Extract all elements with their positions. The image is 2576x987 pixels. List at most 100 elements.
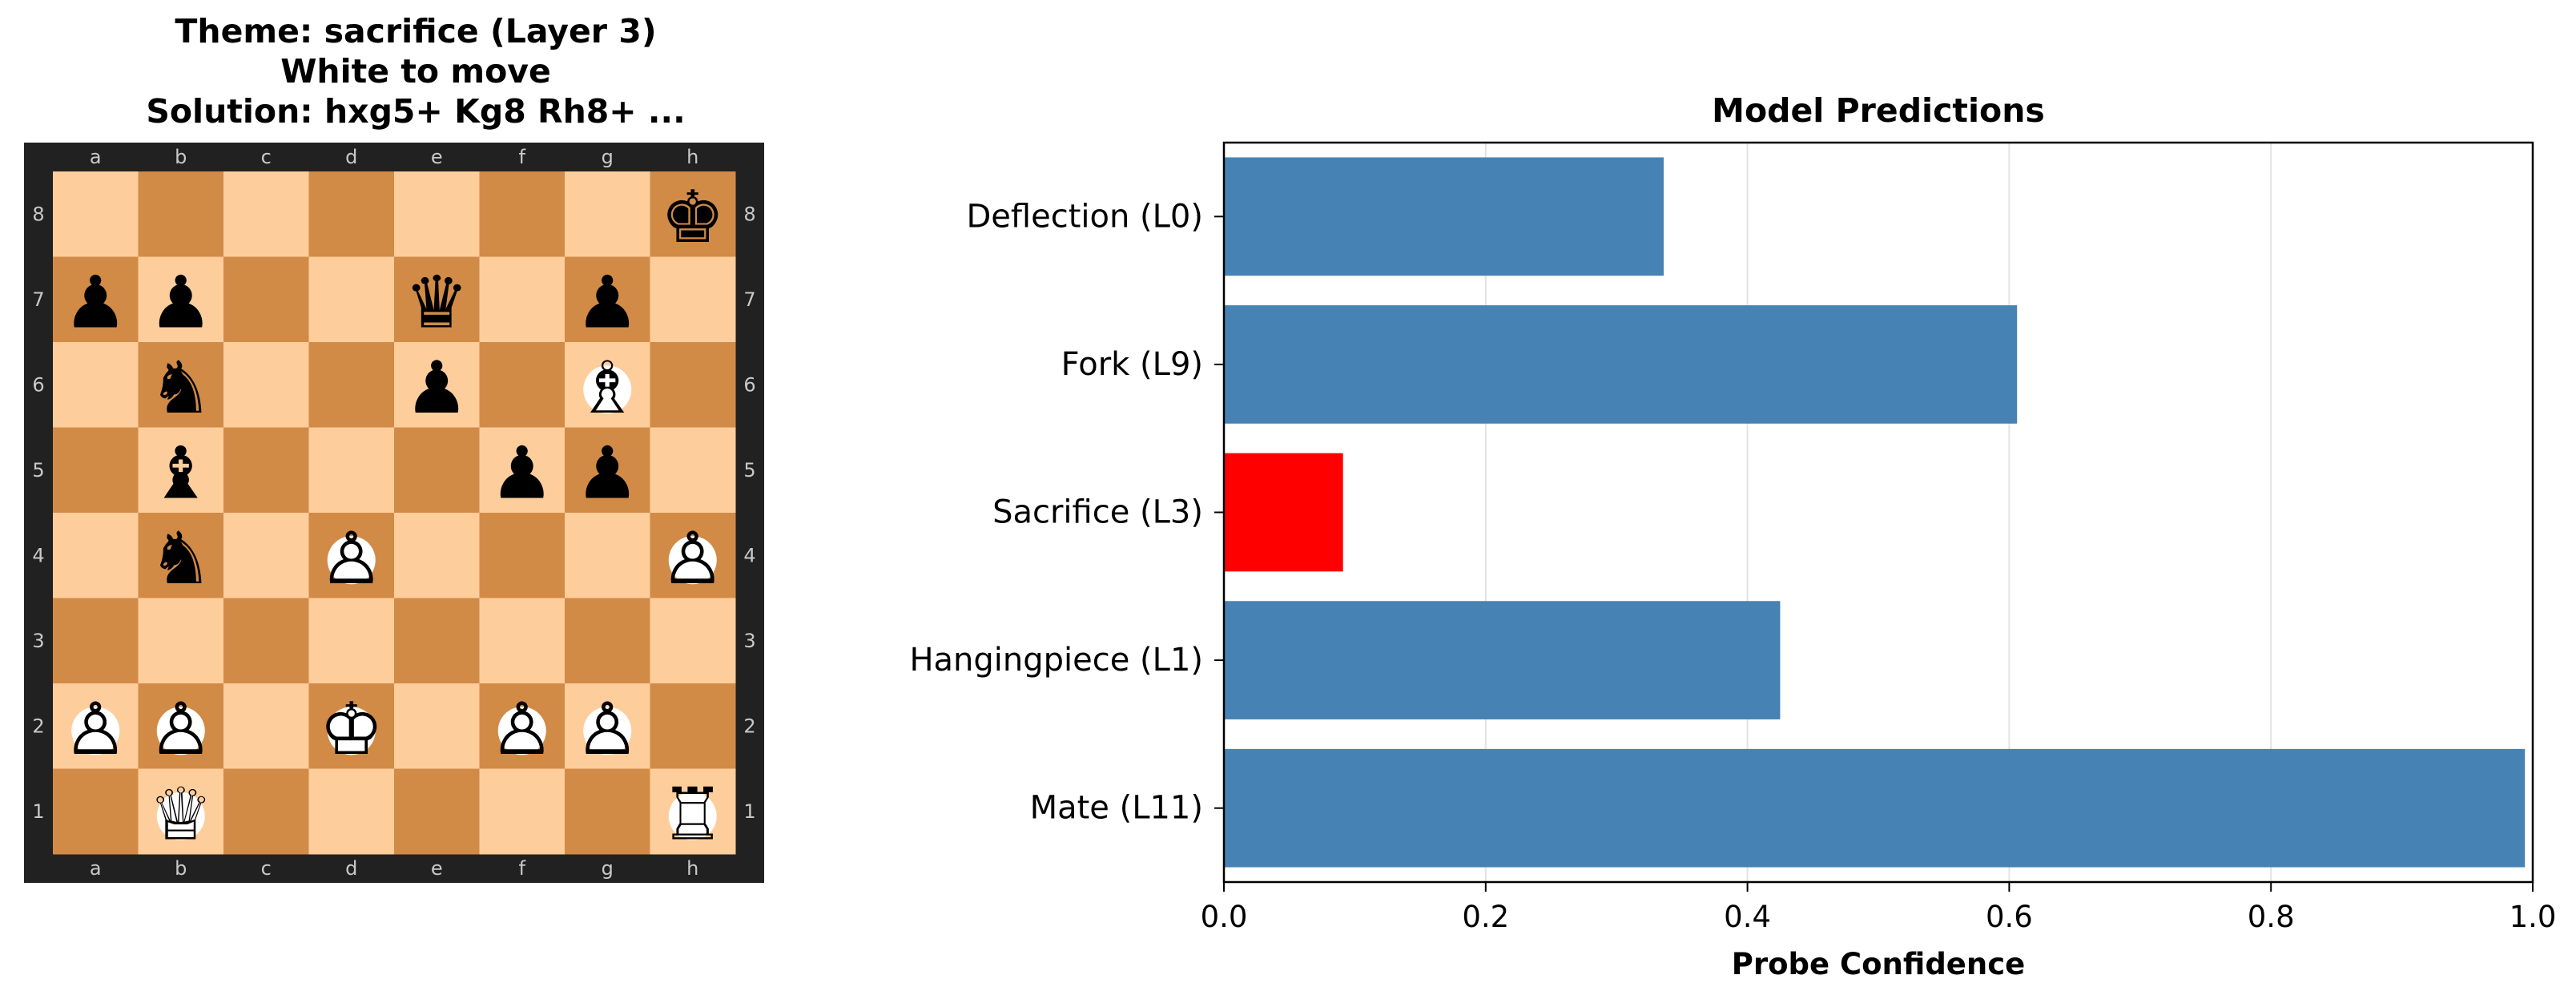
white-bishop-g6: ♗ bbox=[575, 346, 640, 430]
square-e4 bbox=[394, 513, 480, 598]
x-tick-label-0.2: 0.2 bbox=[1462, 900, 1509, 934]
black-pawn-g7: ♟ bbox=[575, 260, 640, 344]
file-label-a-bottom: a bbox=[90, 857, 102, 880]
black-knight-b4: ♞ bbox=[148, 517, 213, 601]
square-b7 bbox=[138, 256, 224, 343]
square-c1 bbox=[223, 768, 309, 855]
svg-text:♕: ♕ bbox=[148, 772, 213, 856]
square-c5 bbox=[223, 427, 309, 514]
square-d6 bbox=[308, 342, 395, 428]
rank-label-1-left: 1 bbox=[32, 800, 44, 823]
black-pawn-b7: ♟ bbox=[148, 260, 213, 344]
square-a3 bbox=[53, 598, 139, 684]
svg-text:♞: ♞ bbox=[148, 346, 213, 430]
bar-sacrifice-l3 bbox=[1224, 453, 1343, 572]
svg-text:♟: ♟ bbox=[489, 431, 554, 515]
axes: 0.0 0.2 0.4 0.6 0.8 1.0 Deflection (L0) Fork (L… bbox=[909, 141, 2556, 934]
rank-label-8-right: 8 bbox=[743, 203, 755, 225]
square-g4 bbox=[565, 513, 650, 598]
rank-label-4-right: 4 bbox=[743, 544, 755, 566]
square-e6 bbox=[394, 342, 480, 428]
square-b4 bbox=[138, 513, 224, 598]
file-label-c-top: c bbox=[261, 146, 272, 168]
y-tick-label-sacrifice-l3: Sacrifice (L3) bbox=[992, 494, 1203, 531]
board-title-solution: Solution: hxg5+ Kg8 Rh8+ ... bbox=[146, 92, 686, 131]
y-tick-label-mate-l11: Mate (L11) bbox=[1030, 790, 1203, 827]
file-label-e-top: e bbox=[431, 146, 443, 168]
square-a4 bbox=[53, 513, 139, 598]
bar-deflection-l0 bbox=[1224, 157, 1664, 276]
square-f5 bbox=[479, 427, 566, 514]
rank-label-7-left: 7 bbox=[32, 288, 44, 311]
square-b5 bbox=[138, 427, 224, 514]
square-a7 bbox=[53, 256, 139, 343]
file-label-c-bottom: c bbox=[261, 857, 272, 880]
square-b3 bbox=[138, 598, 224, 684]
white-king-d2: ♔ bbox=[319, 687, 384, 771]
svg-text:♟: ♟ bbox=[148, 260, 213, 344]
svg-text:♙: ♙ bbox=[63, 687, 128, 771]
white-rook-h1: ♖ bbox=[660, 772, 725, 856]
square-h6 bbox=[650, 342, 736, 428]
rank-label-8-left: 8 bbox=[32, 203, 44, 225]
x-axis-label: Probe Confidence bbox=[1732, 947, 2026, 981]
svg-text:♟: ♟ bbox=[575, 431, 640, 515]
black-pawn-a7: ♟ bbox=[63, 260, 128, 344]
file-label-g-top: g bbox=[602, 146, 614, 168]
file-label-b-top: b bbox=[175, 146, 187, 168]
square-e1 bbox=[394, 768, 480, 855]
board-title: Theme: sacrifice (Layer 3) White to move… bbox=[16, 11, 815, 131]
rank-label-5-left: 5 bbox=[32, 459, 44, 481]
square-g7 bbox=[565, 256, 650, 343]
square-b8 bbox=[138, 171, 224, 257]
file-label-f-top: f bbox=[519, 146, 526, 168]
square-a6 bbox=[53, 342, 139, 428]
square-h3 bbox=[650, 598, 736, 684]
square-e2 bbox=[394, 683, 480, 769]
rank-label-7-right: 7 bbox=[743, 288, 755, 311]
square-d1 bbox=[308, 768, 395, 855]
bar-hangingpiece-l1 bbox=[1224, 601, 1781, 719]
white-pawn-b2: ♙ bbox=[148, 687, 213, 771]
black-pawn-e6: ♟ bbox=[405, 346, 469, 430]
square-f1 bbox=[479, 768, 566, 855]
svg-text:♙: ♙ bbox=[660, 517, 725, 601]
board-title-side-to-move: White to move bbox=[280, 52, 551, 91]
file-label-h-bottom: h bbox=[686, 857, 698, 880]
file-label-g-bottom: g bbox=[602, 857, 614, 880]
square-c7 bbox=[223, 256, 309, 343]
square-a1 bbox=[53, 768, 139, 855]
square-e5 bbox=[394, 427, 480, 514]
square-d7 bbox=[308, 256, 395, 343]
rank-label-3-left: 3 bbox=[32, 630, 44, 652]
black-pawn-g5: ♟ bbox=[575, 431, 640, 515]
square-f3 bbox=[479, 598, 566, 684]
y-tick-label-fork-l9: Fork (L9) bbox=[1061, 346, 1203, 383]
bar-mate-l11 bbox=[1224, 748, 2526, 868]
square-c6 bbox=[223, 342, 309, 428]
svg-text:♔: ♔ bbox=[319, 687, 384, 771]
x-tick-label-0.6: 0.6 bbox=[1986, 900, 2033, 934]
square-h5 bbox=[650, 427, 736, 514]
square-h2 bbox=[650, 683, 736, 769]
x-tick-label-0.0: 0.0 bbox=[1201, 900, 1248, 934]
file-label-d-bottom: d bbox=[345, 857, 357, 880]
square-d5 bbox=[308, 427, 395, 514]
y-tick-label-deflection-l0: Deflection (L0) bbox=[967, 198, 1204, 235]
y-tick-label-hangingpiece-l1: Hangingpiece (L1) bbox=[909, 642, 1203, 679]
file-label-h-top: h bbox=[686, 146, 698, 168]
svg-text:♙: ♙ bbox=[489, 687, 554, 771]
square-c8 bbox=[223, 171, 309, 257]
white-pawn-h4: ♙ bbox=[660, 517, 725, 601]
rank-label-4-left: 4 bbox=[32, 544, 44, 566]
square-g3 bbox=[565, 598, 650, 684]
svg-text:♛: ♛ bbox=[405, 260, 469, 344]
file-label-a-top: a bbox=[90, 146, 102, 168]
file-label-d-top: d bbox=[345, 146, 357, 168]
svg-text:♖: ♖ bbox=[660, 772, 725, 856]
square-g8 bbox=[565, 171, 650, 257]
white-queen-b1: ♕ bbox=[148, 772, 213, 856]
square-c3 bbox=[223, 598, 309, 684]
svg-text:♙: ♙ bbox=[319, 517, 384, 601]
